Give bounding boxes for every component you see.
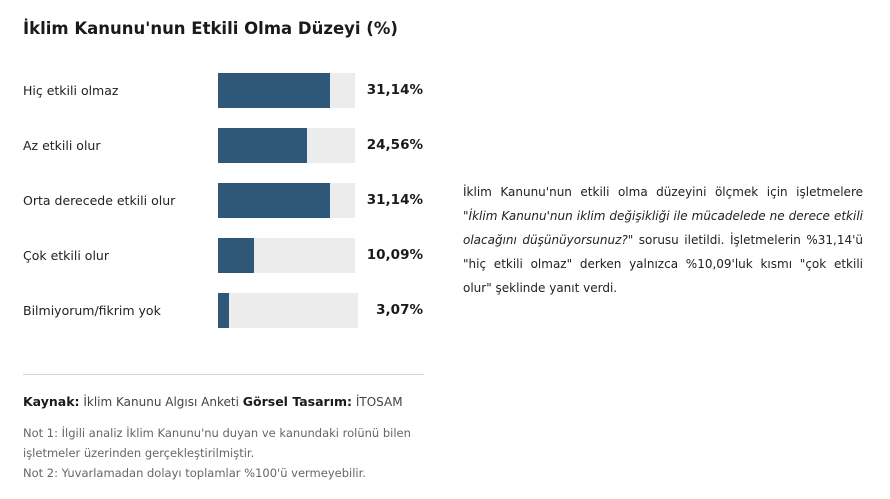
divider xyxy=(23,374,424,375)
category-label: Bilmiyorum/fikrim yok xyxy=(23,303,161,318)
note-1: Not 1: İlgili analiz İklim Kanunu'nu duy… xyxy=(23,426,411,460)
value-label: 24,56% xyxy=(366,137,423,153)
bar xyxy=(218,238,255,273)
bar xyxy=(218,128,307,163)
description-part-2: " sorusu iletildi. İşletmelerin %31,14'ü… xyxy=(463,233,863,295)
category-label: Orta derecede etkili olur xyxy=(23,193,176,208)
bar xyxy=(218,293,230,328)
description-paragraph: İklim Kanunu'nun etkili olma düzeyini öl… xyxy=(463,180,863,300)
description-question: İklim Kanunu'nun iklim değişikliği ile m… xyxy=(463,209,863,247)
notes: Not 1: İlgili analiz İklim Kanunu'nu duy… xyxy=(23,423,423,483)
value-label: 10,09% xyxy=(366,247,423,263)
bar-track xyxy=(218,183,355,218)
value-label: 3,07% xyxy=(376,302,423,318)
value-label: 31,14% xyxy=(366,82,423,98)
source-value: İklim Kanunu Algısı Anketi xyxy=(83,395,239,409)
chart-title: İklim Kanunu'nun Etkili Olma Düzeyi (%) xyxy=(23,19,398,38)
source-line: Kaynak: İklim Kanunu Algısı Anketi Görse… xyxy=(23,394,403,409)
category-label: Az etkili olur xyxy=(23,138,101,153)
design-label: Görsel Tasarım: xyxy=(242,394,353,409)
category-label: Hiç etkili olmaz xyxy=(23,83,119,98)
value-label: 31,14% xyxy=(366,192,423,208)
category-label: Çok etkili olur xyxy=(23,248,109,263)
description-part-1: İklim Kanunu'nun etkili olma düzeyini öl… xyxy=(463,185,863,223)
bar-track xyxy=(218,293,358,328)
bar-chart: Hiç etkili olmaz 31,14% Az etkili olur 24,5… xyxy=(0,0,440,340)
bar xyxy=(218,183,331,218)
note-2: Not 2: Yuvarlamadan dolayı toplamlar %10… xyxy=(23,466,366,480)
bar-track xyxy=(218,128,355,163)
bar xyxy=(218,73,331,108)
source-label: Kaynak: xyxy=(23,394,80,409)
bar-track xyxy=(218,238,355,273)
bar-track xyxy=(218,73,355,108)
design-value: İTOSAM xyxy=(355,395,403,409)
